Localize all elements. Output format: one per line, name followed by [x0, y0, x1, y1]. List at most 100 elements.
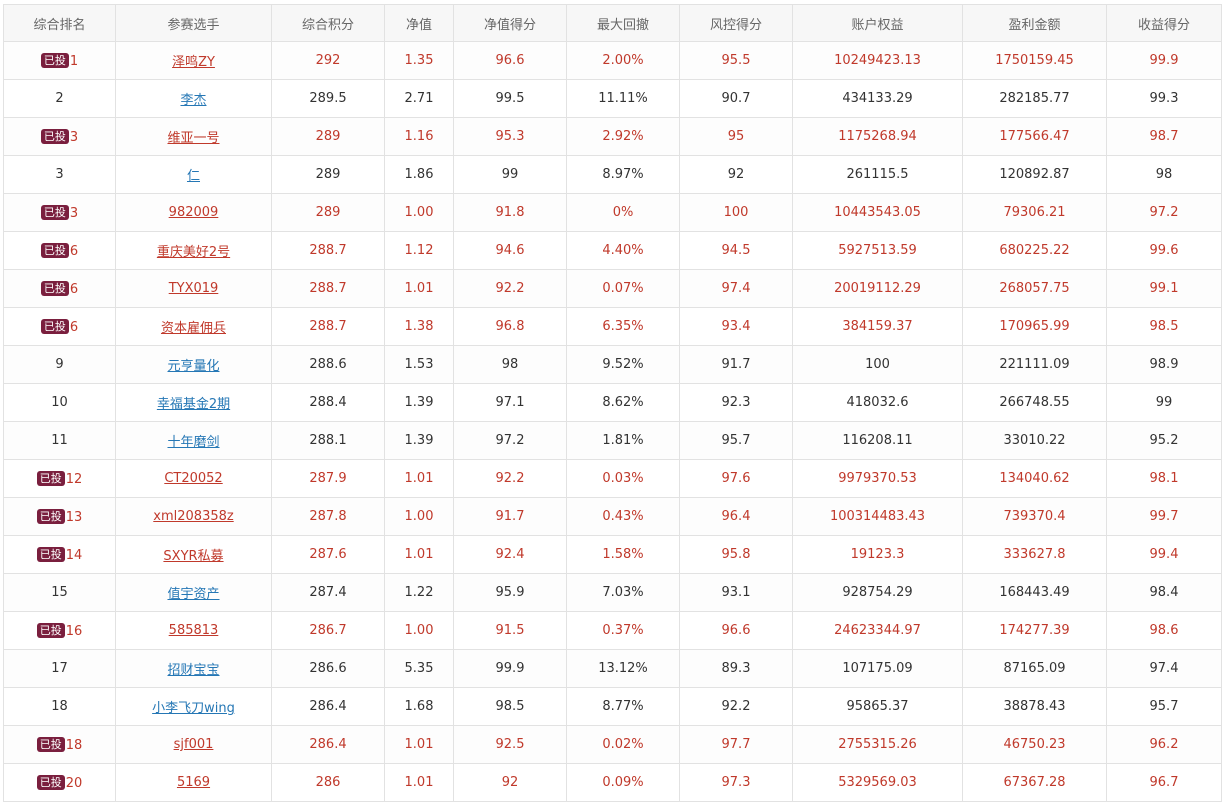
- contestant-cell: 十年磨剑: [115, 421, 272, 460]
- max-drawdown-cell: 2.00%: [566, 41, 680, 80]
- nav-score-cell: 96.8: [453, 307, 567, 346]
- table-row: 已投 6 资本雇佣兵 288.7 1.38 96.8 6.35% 93.4 384159.37 1…: [3, 307, 1222, 346]
- contestant-link[interactable]: TYX019: [168, 281, 219, 296]
- contestant-link[interactable]: sjf001: [173, 737, 214, 752]
- contestant-link[interactable]: 重庆美好2号: [156, 245, 231, 260]
- header-account-equity[interactable]: 账户权益: [792, 4, 963, 42]
- account-equity-cell: 9979370.53: [792, 459, 963, 498]
- nav-cell: 1.22: [384, 573, 454, 612]
- max-drawdown-cell: 4.40%: [566, 231, 680, 270]
- table-row: 已投 18 sjf001 286.4 1.01 92.5 0.02% 97.7 2755315.…: [3, 725, 1222, 764]
- total-score-cell: 286.7: [271, 611, 385, 650]
- header-contestant[interactable]: 参赛选手: [115, 4, 272, 42]
- nav-cell: 1.01: [384, 725, 454, 764]
- rank-cell: 已投 18: [3, 725, 116, 764]
- contestant-link[interactable]: 982009: [168, 205, 219, 220]
- contestant-link[interactable]: 泽鸣ZY: [172, 55, 215, 70]
- risk-score-cell: 89.3: [679, 649, 793, 688]
- contestant-link[interactable]: CT20052: [164, 471, 223, 486]
- contestant-link[interactable]: 十年磨剑: [167, 435, 220, 450]
- risk-score-cell: 96.4: [679, 497, 793, 536]
- nav-cell: 2.71: [384, 79, 454, 118]
- profit-amount-cell: 134040.62: [962, 459, 1107, 498]
- max-drawdown-cell: 0.43%: [566, 497, 680, 536]
- profit-amount-cell: 79306.21: [962, 193, 1107, 232]
- risk-score-cell: 92.3: [679, 383, 793, 422]
- table-row: 18 小李飞刀wing 286.4 1.68 98.5 8.77% 92.2 95865.37…: [3, 687, 1222, 726]
- contestant-link[interactable]: SXYR私募: [163, 549, 224, 564]
- risk-score-cell: 96.6: [679, 611, 793, 650]
- return-score-cell: 99.3: [1106, 79, 1222, 118]
- ranking-table-container: 综合排名 参赛选手 综合积分 净值 净值得分 最大回撤 风控得分 账户权益 盈利…: [3, 4, 1222, 802]
- return-score-cell: 99.1: [1106, 269, 1222, 308]
- profit-amount-cell: 333627.8: [962, 535, 1107, 574]
- header-max-drawdown[interactable]: 最大回撤: [566, 4, 680, 42]
- nav-score-cell: 92.2: [453, 269, 567, 308]
- header-nav-score[interactable]: 净值得分: [453, 4, 567, 42]
- nav-cell: 1.35: [384, 41, 454, 80]
- account-equity-cell: 116208.11: [792, 421, 963, 460]
- header-return-score[interactable]: 收益得分: [1106, 4, 1222, 42]
- nav-score-cell: 91.7: [453, 497, 567, 536]
- account-equity-cell: 95865.37: [792, 687, 963, 726]
- account-equity-cell: 107175.09: [792, 649, 963, 688]
- contestant-link[interactable]: 幸福基金2期: [156, 397, 231, 412]
- table-row: 已投 3 982009 289 1.00 91.8 0% 100 10443543.05 7930…: [3, 193, 1222, 232]
- header-profit-amount[interactable]: 盈利金额: [962, 4, 1107, 42]
- invested-badge: 已投: [40, 128, 69, 144]
- contestant-cell: xml208358z: [115, 497, 272, 536]
- contestant-cell: 李杰: [115, 79, 272, 118]
- rank-cell: 17: [3, 649, 116, 688]
- rank-cell: 3: [3, 155, 116, 194]
- max-drawdown-cell: 0.37%: [566, 611, 680, 650]
- contestant-link[interactable]: 李杰: [180, 93, 207, 108]
- header-row: 综合排名 参赛选手 综合积分 净值 净值得分 最大回撤 风控得分 账户权益 盈利…: [3, 4, 1222, 42]
- contestant-link[interactable]: 招财宝宝: [167, 663, 220, 678]
- risk-score-cell: 95: [679, 117, 793, 156]
- contestant-link[interactable]: 资本雇佣兵: [160, 321, 226, 336]
- risk-score-cell: 95.8: [679, 535, 793, 574]
- max-drawdown-cell: 0.02%: [566, 725, 680, 764]
- rank-cell: 已投 1: [3, 41, 116, 80]
- table-row: 已投 12 CT20052 287.9 1.01 92.2 0.03% 97.6 9979370…: [3, 459, 1222, 498]
- rank-value: 3: [55, 167, 64, 182]
- nav-score-cell: 94.6: [453, 231, 567, 270]
- total-score-cell: 288.6: [271, 345, 385, 384]
- header-total-score[interactable]: 综合积分: [271, 4, 385, 42]
- profit-amount-cell: 268057.75: [962, 269, 1107, 308]
- contestant-link[interactable]: 5169: [176, 775, 211, 790]
- contestant-link[interactable]: 585813: [168, 623, 219, 638]
- invested-badge: 已投: [36, 508, 65, 524]
- contestant-link[interactable]: 维亚一号: [167, 131, 220, 146]
- rank-cell: 11: [3, 421, 116, 460]
- account-equity-cell: 100314483.43: [792, 497, 963, 536]
- nav-cell: 1.01: [384, 459, 454, 498]
- header-rank[interactable]: 综合排名: [3, 4, 116, 42]
- invested-badge: 已投: [36, 622, 65, 638]
- contestant-link[interactable]: 仁: [186, 169, 200, 184]
- rank-value: 6: [69, 281, 79, 297]
- contestant-cell: 5169: [115, 763, 272, 802]
- nav-cell: 1.39: [384, 383, 454, 422]
- max-drawdown-cell: 6.35%: [566, 307, 680, 346]
- rank-cell: 已投 3: [3, 117, 116, 156]
- contestant-cell: SXYR私募: [115, 535, 272, 574]
- profit-amount-cell: 33010.22: [962, 421, 1107, 460]
- profit-amount-cell: 87165.09: [962, 649, 1107, 688]
- total-score-cell: 286.4: [271, 725, 385, 764]
- nav-cell: 1.00: [384, 497, 454, 536]
- contestant-link[interactable]: 小李飞刀wing: [152, 701, 235, 716]
- table-row: 11 十年磨剑 288.1 1.39 97.2 1.81% 95.7 116208.11 330…: [3, 421, 1222, 460]
- profit-amount-cell: 282185.77: [962, 79, 1107, 118]
- rank-value: 17: [51, 661, 68, 676]
- rank-value: 13: [65, 509, 83, 525]
- max-drawdown-cell: 13.12%: [566, 649, 680, 688]
- max-drawdown-cell: 9.52%: [566, 345, 680, 384]
- header-nav[interactable]: 净值: [384, 4, 454, 42]
- contestant-link[interactable]: 值宇资产: [167, 587, 220, 602]
- contestant-link[interactable]: 元亨量化: [167, 359, 220, 374]
- nav-score-cell: 92.2: [453, 459, 567, 498]
- profit-amount-cell: 1750159.45: [962, 41, 1107, 80]
- header-risk-score[interactable]: 风控得分: [679, 4, 793, 42]
- contestant-link[interactable]: xml208358z: [153, 509, 234, 524]
